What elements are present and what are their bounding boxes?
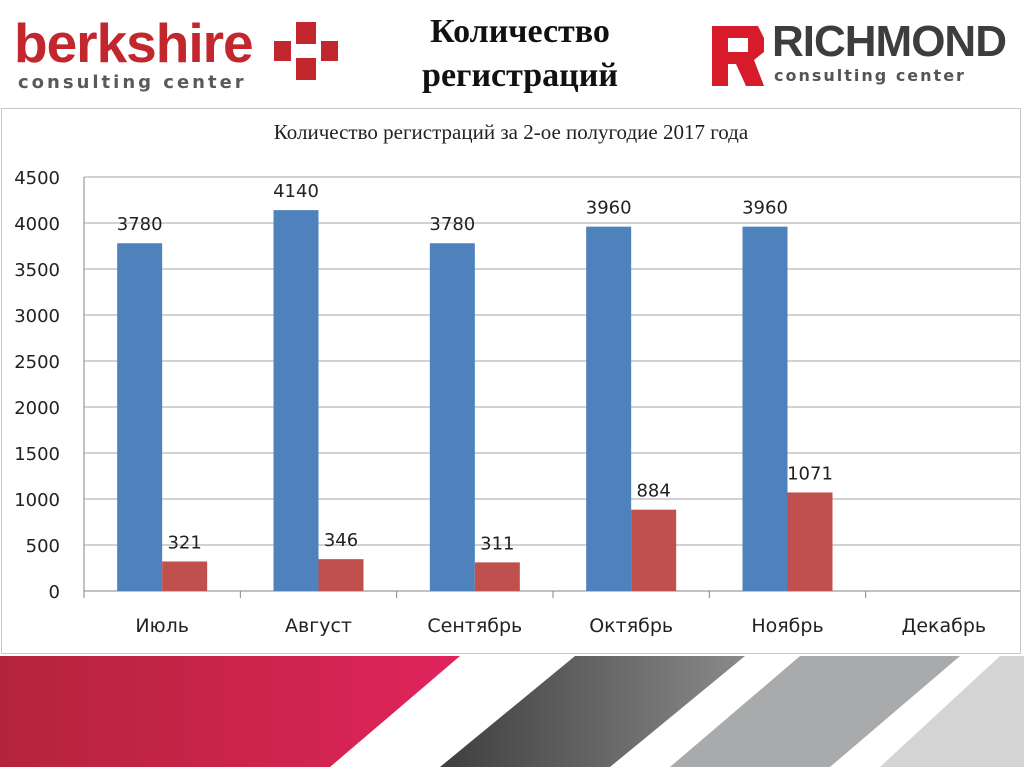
bar [787,492,833,591]
bar [117,243,163,592]
data-label: 321 [167,532,201,553]
page-title: Количество регистраций [380,10,660,98]
bar [474,562,520,591]
bar-chart: Количество регистраций за 2-ое полугодие… [14,120,1020,637]
bar [586,226,632,591]
bar [429,243,475,592]
y-tick-label: 3000 [14,306,60,327]
data-label: 3960 [742,198,788,219]
x-tick-label: Декабрь [902,615,987,637]
data-label: 884 [636,481,670,502]
y-tick-label: 4000 [14,214,60,235]
bar [631,509,677,591]
bar [162,561,208,591]
richmond-r-icon [712,26,764,86]
richmond-logo-tagline: consulting center [774,66,966,85]
y-tick-label: 4500 [14,168,60,189]
slide-header: berkshire consulting center Количество р… [0,0,1024,108]
data-label: 3780 [429,214,475,235]
page-title-line-1: Количество [430,13,610,50]
data-label: 3960 [586,198,632,219]
x-tick-label: Сентябрь [427,615,522,637]
y-tick-label: 1500 [14,444,60,465]
y-tick-label: 500 [26,536,60,557]
data-label: 1071 [787,463,833,484]
x-tick-label: Октябрь [589,615,673,637]
page-title-line-2: регистраций [422,57,618,94]
berkshire-logo: berkshire consulting center [14,12,338,94]
bar [742,226,788,591]
chart-title: Количество регистраций за 2-ое полугодие… [274,120,749,144]
richmond-logo-name: RICHMOND [772,17,1007,66]
bar [273,210,319,591]
x-tick-label: Август [285,615,352,637]
x-tick-label: Ноябрь [751,615,823,637]
y-tick-label: 0 [49,582,60,603]
berkshire-logo-tagline: consulting center [18,72,247,93]
cross-icon [274,22,338,80]
footer-decoration [0,656,1024,767]
richmond-logo: RICHMOND consulting center [706,18,1016,92]
data-label: 4140 [273,181,319,202]
y-tick-label: 2000 [14,398,60,419]
x-tick-label: Июль [135,615,189,637]
data-label: 346 [324,530,358,551]
bar [318,559,364,591]
data-label: 3780 [117,214,163,235]
chart-area: Количество регистраций за 2-ое полугодие… [1,108,1021,654]
y-tick-label: 2500 [14,352,60,373]
y-tick-label: 3500 [14,260,60,281]
berkshire-logo-name: berkshire [14,12,254,74]
data-label: 311 [480,533,514,554]
y-tick-label: 1000 [14,490,60,511]
